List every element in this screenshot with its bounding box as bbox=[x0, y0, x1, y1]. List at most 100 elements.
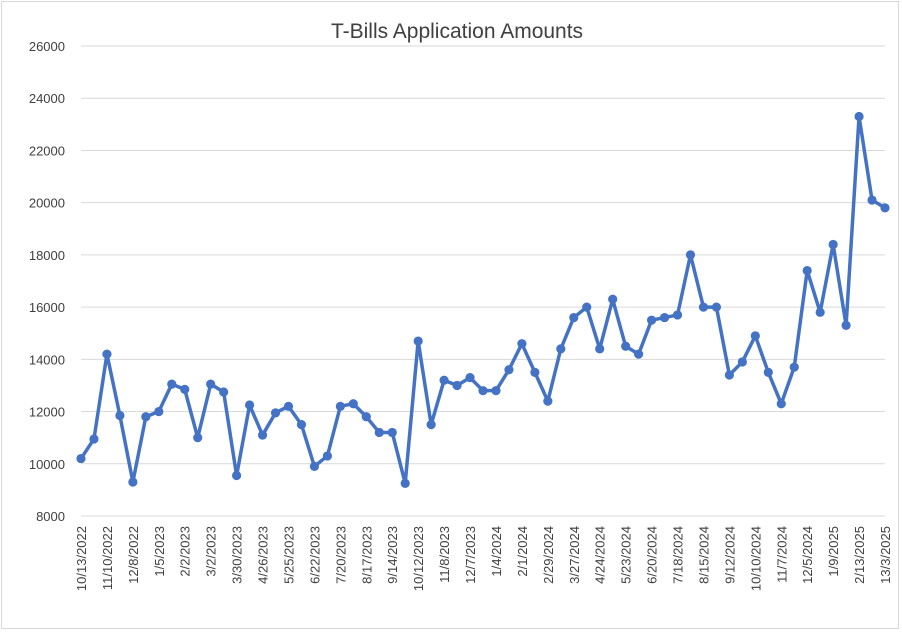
x-tick-label: 3/2/2023 bbox=[204, 526, 219, 577]
data-point bbox=[556, 344, 566, 354]
y-tick-label: 18000 bbox=[29, 248, 65, 263]
x-tick-label: 11/8/2023 bbox=[437, 526, 452, 583]
x-tick-label: 8/17/2023 bbox=[359, 526, 374, 584]
data-point bbox=[724, 370, 734, 380]
data-point bbox=[646, 315, 657, 325]
data-point bbox=[154, 406, 164, 417]
y-tick-label: 16000 bbox=[29, 300, 65, 315]
data-point bbox=[128, 477, 138, 487]
y-tick-label: 24000 bbox=[29, 91, 65, 106]
x-tick-label: 7/18/2024 bbox=[671, 526, 686, 584]
data-point bbox=[76, 453, 86, 464]
data-point bbox=[543, 396, 553, 406]
data-point bbox=[504, 365, 514, 375]
data-point bbox=[569, 312, 579, 323]
data-point bbox=[348, 399, 358, 409]
x-tick-label: 3/30/2023 bbox=[230, 526, 245, 584]
data-point bbox=[737, 357, 747, 367]
x-tick-label: 6/20/2024 bbox=[645, 526, 660, 584]
y-tick-label: 22000 bbox=[29, 143, 65, 158]
y-tick-label: 26000 bbox=[29, 39, 65, 54]
data-point bbox=[219, 387, 229, 397]
data-point bbox=[517, 339, 527, 349]
series-markers bbox=[76, 111, 890, 488]
data-point bbox=[439, 375, 449, 385]
x-tick-label: 3/27/2024 bbox=[567, 526, 582, 584]
data-point bbox=[257, 430, 268, 440]
data-point bbox=[634, 349, 644, 359]
y-tick-label: 12000 bbox=[29, 405, 65, 420]
x-tick-label: 2/1/2024 bbox=[515, 526, 530, 577]
x-tick-label: 11/7/2024 bbox=[774, 526, 789, 583]
data-point bbox=[413, 336, 423, 346]
data-point bbox=[478, 386, 488, 396]
data-point bbox=[828, 239, 838, 250]
data-point bbox=[400, 478, 410, 488]
x-tick-label: 10/10/2024 bbox=[748, 526, 763, 591]
x-tick-label: 2/2/2023 bbox=[178, 526, 193, 577]
series-line bbox=[79, 114, 886, 486]
chart-title: T-Bills Application Amounts bbox=[331, 20, 583, 43]
data-point bbox=[491, 386, 501, 396]
data-point bbox=[595, 344, 605, 354]
x-axis: 10/13/2022 11/10/2022 12/8/2022 1/5/2023 2/2… bbox=[74, 526, 893, 591]
data-point bbox=[322, 451, 332, 461]
data-point bbox=[283, 401, 294, 411]
data-point bbox=[115, 410, 125, 421]
data-point bbox=[465, 373, 475, 383]
data-point bbox=[854, 111, 864, 122]
gridlines bbox=[81, 45, 885, 517]
x-tick-label: 2/13/2025 bbox=[852, 526, 867, 584]
y-tick-label: 10000 bbox=[29, 457, 65, 472]
x-tick-label: 1/4/2024 bbox=[489, 526, 504, 577]
data-point bbox=[789, 362, 799, 372]
data-point bbox=[880, 203, 890, 213]
data-point bbox=[167, 379, 177, 389]
x-tick-label: 1/9/2025 bbox=[826, 526, 841, 577]
data-point bbox=[244, 400, 255, 410]
data-point bbox=[672, 310, 683, 320]
data-point bbox=[763, 367, 773, 377]
x-tick-label: 12/5/2024 bbox=[800, 526, 815, 584]
data-point bbox=[452, 380, 462, 391]
data-point bbox=[361, 412, 371, 422]
y-axis: 8000 10000 12000 14000 16000 18000 20000 22000 2… bbox=[29, 39, 65, 524]
data-point bbox=[841, 320, 851, 330]
x-tick-label: 9/12/2024 bbox=[722, 526, 737, 584]
data-point bbox=[102, 349, 112, 359]
x-tick-label: 7/20/2023 bbox=[333, 526, 348, 584]
data-point bbox=[711, 302, 722, 312]
x-tick-label: 10/12/2023 bbox=[411, 526, 426, 591]
data-point bbox=[309, 461, 320, 471]
data-point bbox=[659, 312, 670, 323]
data-point bbox=[867, 195, 877, 205]
data-point bbox=[387, 427, 397, 438]
data-point bbox=[193, 433, 203, 443]
data-point bbox=[685, 250, 696, 260]
x-tick-label: 5/25/2023 bbox=[281, 526, 296, 584]
x-tick-label: 5/23/2024 bbox=[619, 526, 634, 584]
data-point bbox=[698, 302, 709, 312]
x-tick-label: 12/7/2023 bbox=[463, 526, 478, 584]
x-tick-label: 4/26/2023 bbox=[256, 526, 271, 584]
series-path bbox=[79, 114, 886, 486]
y-tick-label: 20000 bbox=[29, 196, 65, 211]
x-tick-label: 9/14/2023 bbox=[385, 526, 400, 584]
x-tick-label: 1/5/2023 bbox=[152, 526, 167, 577]
x-tick-label: 13/3/2025 bbox=[878, 526, 893, 584]
data-point bbox=[582, 302, 592, 312]
y-tick-label: 8000 bbox=[36, 509, 65, 524]
data-point bbox=[426, 420, 436, 430]
data-point bbox=[530, 367, 540, 377]
x-tick-label: 11/10/2022 bbox=[100, 526, 115, 590]
data-point bbox=[608, 294, 618, 304]
x-tick-label: 4/24/2024 bbox=[593, 526, 608, 584]
data-point bbox=[206, 379, 216, 389]
data-point bbox=[89, 434, 99, 444]
data-point bbox=[815, 307, 825, 317]
y-tick-label: 14000 bbox=[29, 352, 65, 367]
x-tick-label: 12/8/2022 bbox=[126, 526, 141, 584]
data-point bbox=[296, 420, 307, 430]
